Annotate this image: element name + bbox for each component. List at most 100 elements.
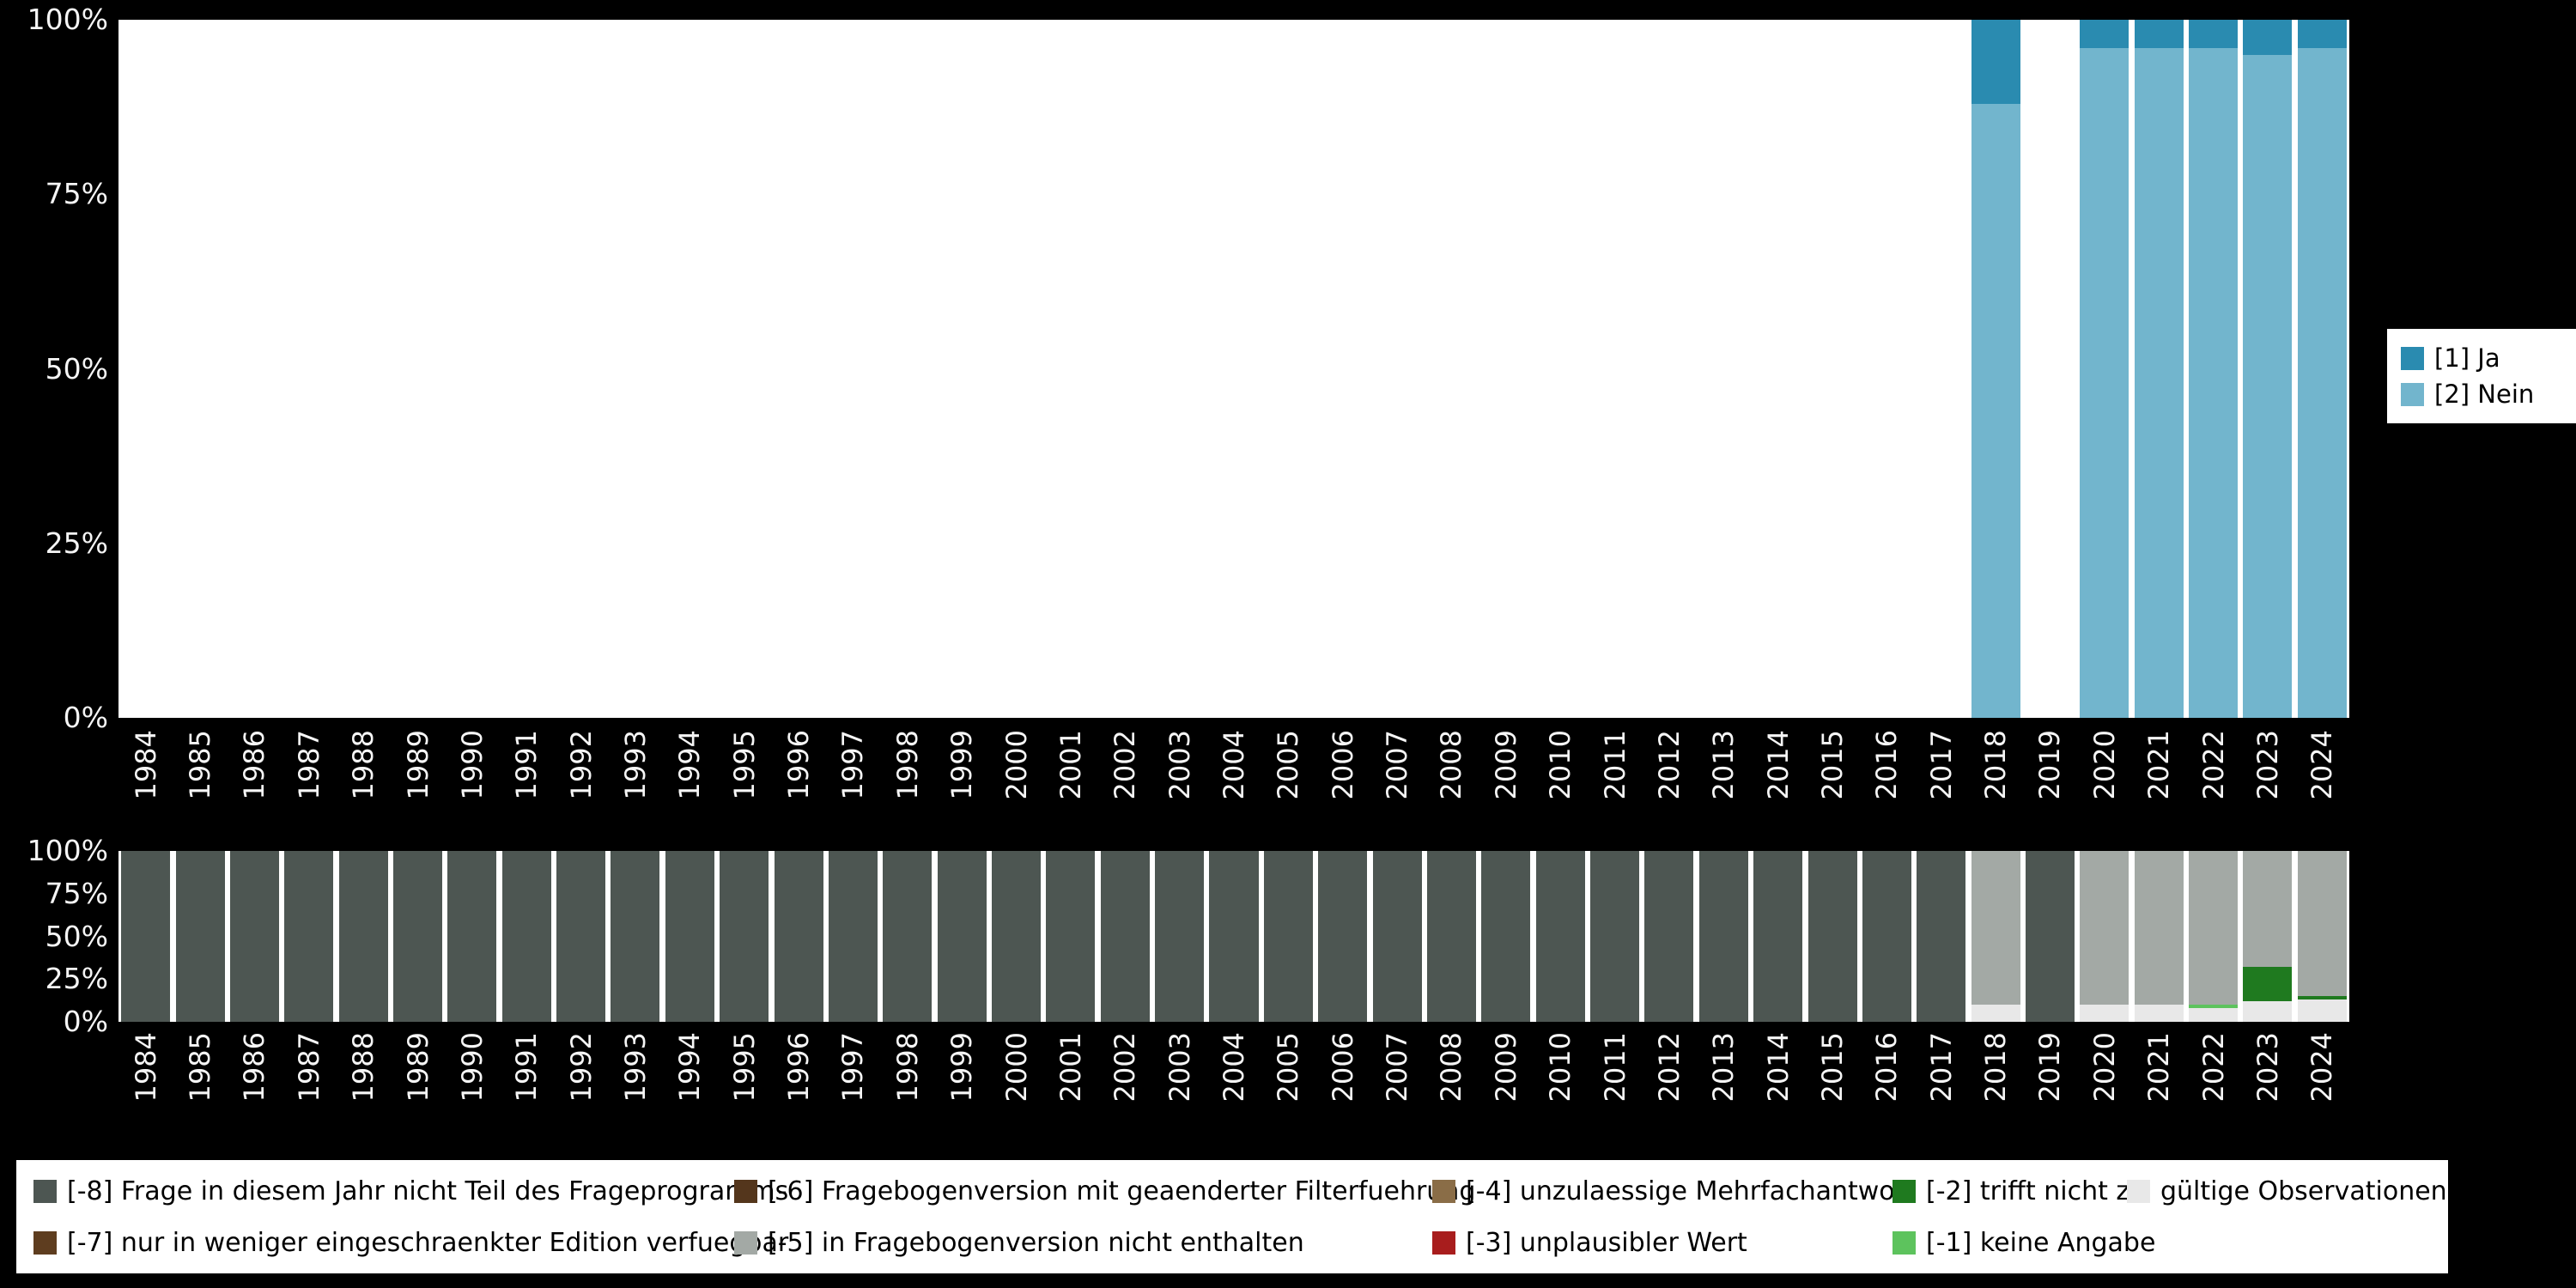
bar-segment-missing-values (611, 851, 660, 1022)
x-axis-slot: 1987 (282, 730, 336, 829)
bar-segment-missing-values (2080, 851, 2129, 1005)
y-axis-tick-label: 0% (63, 701, 108, 734)
x-axis-slot: 2024 (2295, 1032, 2349, 1131)
bar-segment-missing-values (1971, 851, 2020, 1005)
bar-segment-missing-values (720, 851, 769, 1022)
legend-item: [-6] Fragebogenversion mit geaenderter F… (734, 1176, 1475, 1206)
bar-segment-missing-values (556, 851, 606, 1022)
bar-segment-missing-values (665, 851, 714, 1022)
x-axis-year-label: 2003 (1163, 730, 1196, 800)
x-axis-year-label: 2000 (999, 1032, 1033, 1103)
x-axis-year-label: 1995 (727, 730, 761, 800)
legend-label: [1] Ja (2434, 343, 2500, 373)
legend-label: [-4] unzulaessige Mehrfachantwort (1466, 1176, 1916, 1206)
x-axis-year-label: 1991 (510, 730, 544, 800)
x-axis-slot: 1992 (554, 730, 608, 829)
x-axis-year-label: 1989 (401, 1032, 434, 1103)
x-axis-year-label: 2022 (2196, 730, 2230, 800)
x-axis-slot: 1984 (118, 1032, 173, 1131)
x-axis-slot: 1987 (282, 1032, 336, 1131)
legend-color-swatch (734, 1230, 757, 1255)
x-axis-slot: 2015 (1805, 730, 1859, 829)
x-axis-year-label: 2021 (2142, 1032, 2176, 1103)
x-axis-slot: 1996 (771, 1032, 825, 1131)
legend-item: gültige Observationen (2127, 1176, 2448, 1206)
x-axis-slot: 2018 (1968, 730, 2022, 829)
x-axis-slot: 1986 (228, 730, 282, 829)
bar-segment-missing-values (2080, 1005, 2129, 1022)
x-axis-year-label: 1985 (184, 730, 217, 800)
x-axis-slot: 2019 (2023, 1032, 2077, 1131)
x-axis-slot: 2008 (1425, 1032, 1479, 1131)
x-axis-slot: 2002 (1098, 1032, 1152, 1131)
y-axis-tick-label: 0% (63, 1005, 108, 1038)
x-axis-slot: 1999 (934, 730, 988, 829)
x-axis-year-label: 1992 (564, 730, 598, 800)
x-axis-slot: 2022 (2186, 1032, 2240, 1131)
x-axis-slot: 1989 (391, 730, 445, 829)
x-axis-slot: 2020 (2077, 730, 2131, 829)
x-axis-year-label: 1997 (836, 1032, 870, 1103)
x-axis-year-label: 1999 (945, 1032, 979, 1103)
bar-segment-missing-values (2134, 851, 2184, 1005)
x-axis-year-label: 2001 (1054, 1032, 1087, 1103)
bar-segment-missing-values (2243, 1001, 2293, 1022)
y-axis-tick-label: 100% (27, 834, 108, 867)
bar-segment-missing-values (392, 851, 442, 1022)
bar-segment-missing-values (1426, 851, 1476, 1022)
x-axis-slot: 1988 (336, 1032, 390, 1131)
x-axis-slot: 1997 (826, 1032, 880, 1131)
legend-color-swatch (734, 1179, 757, 1203)
bar-segment-missing-values (1862, 851, 1911, 1022)
x-axis-slot: 2009 (1479, 1032, 1533, 1131)
bar-segment-missing-values (1644, 851, 1694, 1022)
bar-segment-missing-values (2189, 1008, 2239, 1022)
x-axis-slot: 2016 (1860, 730, 1914, 829)
bar-segment-variable-responses (2189, 47, 2239, 718)
x-axis-slot: 1985 (173, 730, 227, 829)
x-axis-year-label: 2020 (2087, 1032, 2121, 1103)
x-axis-slot: 1990 (445, 730, 499, 829)
bar-segment-missing-values (2243, 967, 2293, 1002)
bar-segment-variable-responses (2080, 47, 2129, 718)
x-axis-year-label: 2011 (1598, 1032, 1631, 1103)
bar-segment-missing-values (2297, 999, 2347, 1022)
x-axis-year-label: 2005 (1272, 730, 1305, 800)
legend-color-swatch (1432, 1230, 1455, 1255)
legend-item: [2] Nein (2401, 380, 2576, 409)
x-axis-year-label: 2007 (1381, 1032, 1414, 1103)
x-axis-year-label: 2023 (2251, 730, 2284, 800)
x-axis-slot: 2020 (2077, 1032, 2131, 1131)
x-axis-slot: 2003 (1152, 1032, 1206, 1131)
legend-item: [-7] nur in weniger eingeschraenkter Edi… (33, 1228, 788, 1258)
x-axis-year-label: 2008 (1435, 730, 1468, 800)
bar-segment-missing-values (1046, 851, 1096, 1022)
bar-segment-missing-values (1535, 851, 1585, 1022)
bar-segment-missing-values (1917, 851, 1966, 1022)
bar-segment-variable-responses (2243, 54, 2293, 718)
x-axis-slot: 2004 (1206, 1032, 1261, 1131)
bar-segment-missing-values (501, 851, 551, 1022)
x-axis-slot: 2014 (1751, 730, 1805, 829)
legend-item: [-5] in Fragebogenversion nicht enthalte… (734, 1228, 1432, 1258)
legend-label: [-6] Fragebogenversion mit geaenderter F… (768, 1176, 1476, 1206)
bar-segment-missing-values (2189, 1005, 2239, 1009)
x-axis-slot: 1996 (771, 730, 825, 829)
x-axis-year-label: 1984 (129, 1032, 162, 1103)
x-axis-year-label: 1996 (782, 730, 816, 800)
bar-segment-missing-values (937, 851, 987, 1022)
bar-segment-missing-values (828, 851, 878, 1022)
x-axis-year-label: 2014 (1761, 1032, 1795, 1103)
x-axis-year-label: 2020 (2087, 730, 2121, 800)
x-axis-slot: 2010 (1534, 730, 1588, 829)
x-axis-slot: 2021 (2132, 730, 2186, 829)
x-axis-year-label: 1995 (727, 1032, 761, 1103)
x-axis-slot: 1991 (500, 1032, 554, 1131)
x-axis-year-label: 1992 (564, 1032, 598, 1103)
x-axis-year-label: 1986 (238, 1032, 271, 1103)
legend-color-swatch (2401, 346, 2424, 370)
x-axis-slot: 1997 (826, 730, 880, 829)
x-axis-year-label: 1984 (129, 730, 162, 800)
bar-segment-missing-values (1318, 851, 1368, 1022)
